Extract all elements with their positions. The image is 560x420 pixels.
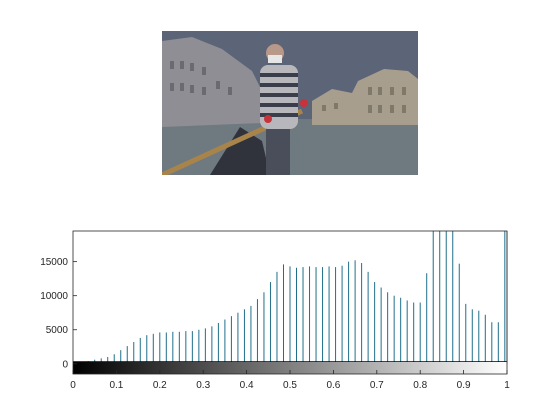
y-tick-label: 10000 [40, 291, 68, 302]
photo-building-windows [170, 61, 232, 95]
x-tick-label: 1 [504, 380, 510, 391]
photo-glove-right [300, 99, 308, 107]
grayscale-colorbar [73, 362, 507, 374]
x-tick-label: 0.6 [326, 380, 340, 391]
x-tick-label: 0.3 [196, 380, 210, 391]
photo-building-windows-right [322, 87, 406, 113]
histogram-bars [81, 231, 508, 364]
x-tick-label: 0.1 [109, 380, 123, 391]
photo-gondola [210, 127, 270, 175]
x-tick-label: 0.8 [413, 380, 427, 391]
photo-buildings-left [162, 37, 262, 127]
x-tick-label: 0 [70, 380, 76, 391]
photo-glove-left [264, 115, 272, 123]
photo-mask [268, 55, 282, 63]
x-tick-label: 0.7 [370, 380, 384, 391]
photo-shirt-stripes [260, 73, 298, 117]
y-tick-label: 5000 [46, 325, 69, 336]
gondolier-photo [162, 31, 418, 175]
x-tick-label: 0.9 [457, 380, 471, 391]
y-tick-label: 15000 [40, 257, 68, 268]
x-tick-label: 0.4 [240, 380, 254, 391]
x-tick-label: 0.5 [283, 380, 297, 391]
y-tick-label: 0 [62, 359, 68, 370]
x-tick-label: 0.2 [153, 380, 167, 391]
x-axis-ticks: 0 0.1 0.2 0.3 0.4 0.5 0.6 0.7 0.8 0.9 1 [70, 370, 510, 391]
photo-trousers [266, 127, 290, 175]
y-axis-ticks: 0 5000 10000 15000 [40, 257, 77, 370]
